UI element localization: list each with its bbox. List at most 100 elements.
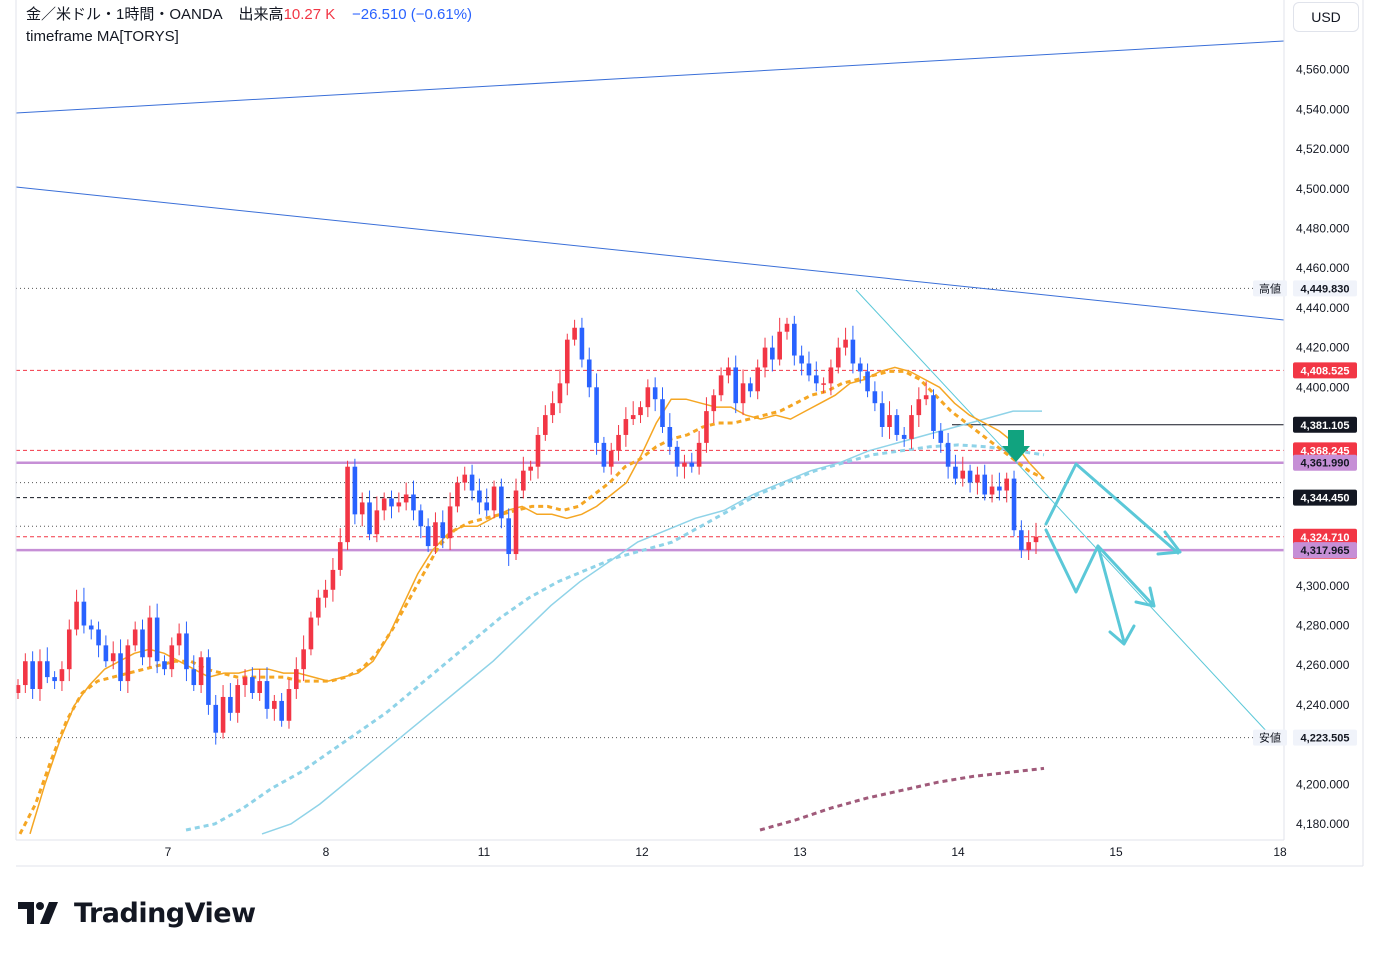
candle-body (44, 661, 50, 678)
price-label-value: 4,381.105 (1301, 420, 1350, 432)
y-tick-label: 4,540.000 (1296, 102, 1350, 116)
y-tick-label: 4,400.000 (1296, 380, 1350, 394)
candle-body (66, 629, 72, 670)
x-tick-label: 14 (951, 845, 965, 859)
candle-body (37, 661, 43, 690)
y-tick-label: 4,480.000 (1296, 222, 1350, 236)
candle-body (330, 569, 336, 590)
candle-body (418, 510, 424, 527)
candle-body (1033, 536, 1039, 543)
candle-body (945, 442, 951, 467)
indicator-title[interactable]: timeframe MA[TORYS] (26, 28, 179, 45)
candle-body (499, 486, 504, 519)
candle-body (550, 403, 555, 416)
price-label-tag-box (1253, 280, 1287, 297)
candle-body (228, 696, 233, 713)
candle-body (718, 375, 724, 396)
candle-body (213, 704, 219, 733)
ma-mid-dashed (185, 443, 1045, 832)
y-tick-label: 4,460.000 (1296, 261, 1350, 275)
candle-body (784, 323, 790, 332)
y-tick-label: 4,280.000 (1296, 619, 1350, 633)
ma-mid-line (261, 410, 1042, 835)
price-axis: 4,180.000 4,200.000 4,240.000 4,260.000 4,28… (15, 0, 1364, 867)
candle-body (455, 482, 460, 507)
price-label-value: 4,324.710 (1301, 532, 1350, 544)
candle-body (748, 383, 753, 392)
candle-body (462, 474, 468, 483)
candle-body (1011, 478, 1017, 531)
y-tick-label: 4,240.000 (1296, 698, 1350, 712)
candle-body (491, 486, 497, 511)
x-tick-label: 11 (478, 845, 491, 859)
candle-body (154, 617, 160, 662)
candle-body (594, 387, 599, 443)
ma-slow-dashed (759, 766, 1045, 832)
price-label-tag-box (1253, 729, 1287, 746)
price-labels: 4,449.830高値4,408.5254,381.1054,368.2454,… (1253, 280, 1357, 746)
candle-body (909, 415, 914, 439)
candle-body (484, 502, 490, 511)
y-tick-label: 4,520.000 (1296, 142, 1350, 156)
y-tick-label: 4,260.000 (1296, 658, 1350, 672)
candle-body (337, 542, 343, 570)
projection-arrows (1002, 430, 1182, 646)
price-label-value: 4,449.830 (1301, 283, 1350, 295)
candle-body (176, 633, 182, 646)
price-label-tag: 高値 (1259, 281, 1281, 295)
candle-body (989, 486, 995, 495)
brand-name: TradingView (74, 897, 256, 929)
y-tick-label: 4,440.000 (1296, 301, 1350, 315)
candle-body (879, 403, 885, 427)
horizontal-lines (16, 287, 1284, 739)
candle-body (645, 387, 651, 408)
candle-body (872, 391, 878, 404)
upper-channel-line (15, 40, 1285, 114)
candle-body (667, 427, 673, 447)
candle-body (447, 506, 453, 539)
y-tick-label: 4,560.000 (1296, 63, 1350, 77)
candle-body (30, 661, 35, 690)
y-tick-label: 4,300.000 (1296, 579, 1350, 593)
x-tick-label: 8 (323, 845, 330, 859)
candle-body (52, 677, 57, 682)
candle-body (616, 434, 621, 451)
candle-body (579, 327, 585, 360)
x-tick-label: 15 (1109, 845, 1123, 859)
candle-body (308, 617, 314, 650)
candle-body (513, 490, 519, 555)
down-trend-line (855, 289, 1271, 736)
candle-body (110, 653, 116, 662)
candle-body (294, 669, 299, 690)
candle-body (630, 415, 636, 420)
candle-body (850, 339, 856, 364)
y-tick-label: 4,500.000 (1296, 182, 1350, 196)
candle-body (564, 339, 570, 384)
moving-averages (18, 366, 1045, 835)
candle-body (726, 367, 731, 376)
candle-body (477, 490, 482, 503)
y-tick-label: 4,200.000 (1296, 777, 1350, 791)
volume-value: 10.27 K (283, 6, 336, 23)
candle-body (608, 450, 614, 467)
candle-body (162, 661, 167, 670)
x-tick-label: 12 (635, 845, 649, 859)
brand-logo: TradingView (18, 896, 256, 930)
candle-body (828, 367, 834, 384)
candle-body (696, 442, 702, 467)
symbol-title[interactable]: 金／米ドル・1時間・OANDA (26, 6, 222, 23)
candle-body (777, 331, 782, 360)
candle-body (235, 685, 241, 713)
candle-body (960, 470, 966, 479)
price-label-box (1293, 729, 1357, 746)
candle-body (682, 462, 687, 467)
candle-body (132, 629, 138, 646)
currency-button[interactable]: USD (1293, 2, 1359, 32)
chart-legend: 金／米ドル・1時間・OANDA 出来高10.27 K −26.510 (−0.6… (26, 4, 472, 48)
projection-arrow-down (1096, 544, 1136, 646)
candle-body (81, 601, 87, 626)
price-label-box (1293, 442, 1357, 459)
candle-body (206, 657, 211, 705)
